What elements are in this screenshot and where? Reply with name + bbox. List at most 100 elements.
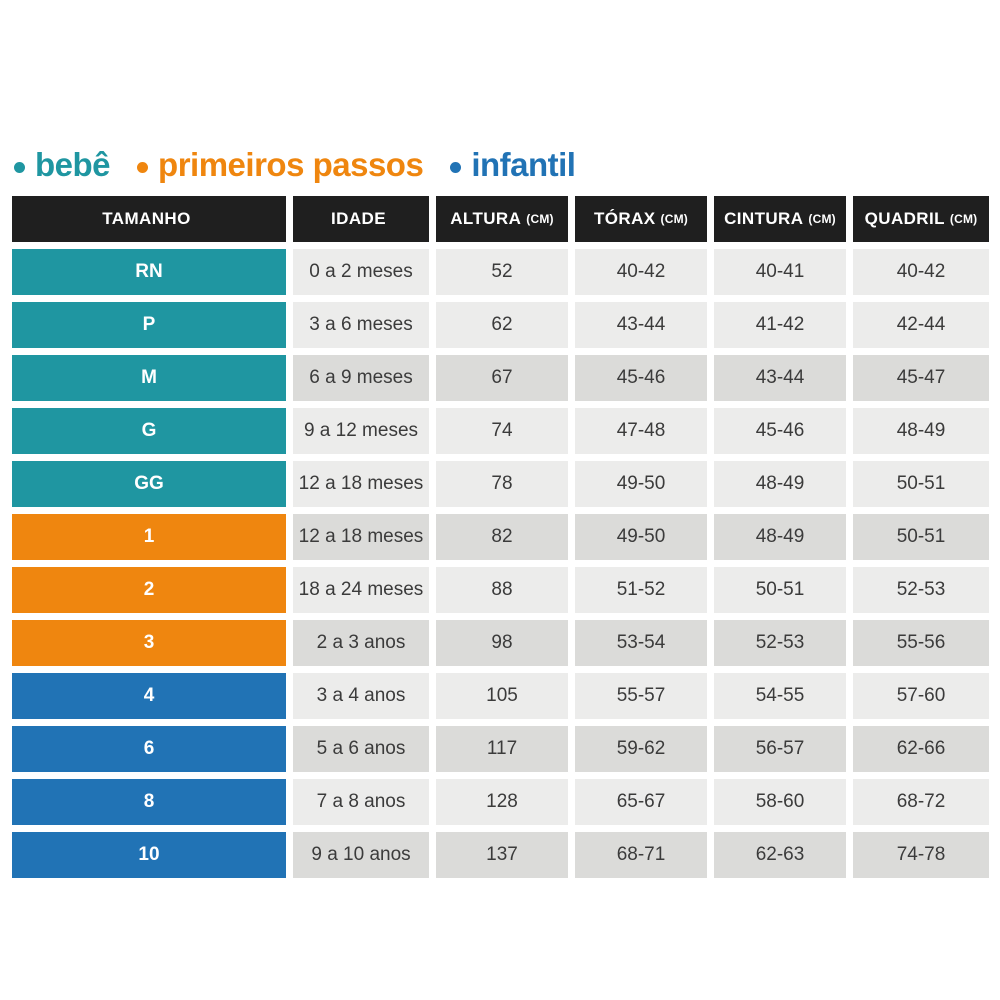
chest-cell: 59-62 [575, 726, 707, 772]
age-cell: 3 a 4 anos [293, 673, 429, 719]
height-cell: 82 [436, 514, 568, 560]
column-label: ALTURA [450, 209, 522, 228]
column-label: QUADRIL [864, 209, 945, 228]
size-cell: M [12, 355, 286, 401]
column-label: IDADE [331, 209, 386, 228]
size-cell: 4 [12, 673, 286, 719]
age-cell: 6 a 9 meses [293, 355, 429, 401]
column-header-torax: TÓRAX (CM) [575, 196, 707, 242]
column-unit: (CM) [660, 212, 688, 226]
column-label: CINTURA [724, 209, 804, 228]
size-cell: 2 [12, 567, 286, 613]
waist-cell: 56-57 [714, 726, 846, 772]
size-cell: P [12, 302, 286, 348]
height-cell: 98 [436, 620, 568, 666]
height-cell: 117 [436, 726, 568, 772]
hip-cell: 45-47 [853, 355, 989, 401]
bullet-dot-icon [450, 161, 462, 173]
waist-cell: 50-51 [714, 567, 846, 613]
size-cell: 1 [12, 514, 286, 560]
waist-cell: 54-55 [714, 673, 846, 719]
chest-cell: 55-57 [575, 673, 707, 719]
column-unit: (CM) [808, 212, 836, 226]
waist-cell: 41-42 [714, 302, 846, 348]
chest-cell: 53-54 [575, 620, 707, 666]
height-cell: 137 [436, 832, 568, 878]
column-header-altura: ALTURA (CM) [436, 196, 568, 242]
hip-cell: 50-51 [853, 514, 989, 560]
legend-item-infantil: infantil [450, 146, 576, 184]
hip-cell: 62-66 [853, 726, 989, 772]
legend-label: infantil [471, 146, 576, 183]
height-cell: 67 [436, 355, 568, 401]
column-header-cintura: CINTURA (CM) [714, 196, 846, 242]
chest-cell: 45-46 [575, 355, 707, 401]
age-cell: 9 a 10 anos [293, 832, 429, 878]
chest-cell: 47-48 [575, 408, 707, 454]
size-cell: 6 [12, 726, 286, 772]
waist-cell: 48-49 [714, 461, 846, 507]
height-cell: 78 [436, 461, 568, 507]
bullet-dot-icon [137, 161, 149, 173]
chest-cell: 68-71 [575, 832, 707, 878]
hip-cell: 68-72 [853, 779, 989, 825]
chest-cell: 40-42 [575, 249, 707, 295]
age-cell: 2 a 3 anos [293, 620, 429, 666]
legend-item-primeiros-passos: primeiros passos [137, 146, 424, 184]
legend-label: primeiros passos [158, 146, 424, 183]
hip-cell: 40-42 [853, 249, 989, 295]
hip-cell: 55-56 [853, 620, 989, 666]
bullet-dot-icon [14, 161, 25, 173]
size-cell: G [12, 408, 286, 454]
column-unit: (CM) [949, 212, 978, 226]
size-cell: 8 [12, 779, 286, 825]
waist-cell: 62-63 [714, 832, 846, 878]
age-cell: 3 a 6 meses [293, 302, 429, 348]
legend-label: bebê [35, 146, 111, 183]
age-cell: 5 a 6 anos [293, 726, 429, 772]
chest-cell: 65-67 [575, 779, 707, 825]
column-label: TÓRAX [594, 209, 656, 228]
age-cell: 12 a 18 meses [293, 461, 429, 507]
hip-cell: 74-78 [853, 832, 989, 878]
size-cell: 10 [12, 832, 286, 878]
column-header-tamanho: TAMANHO [12, 196, 286, 242]
hip-cell: 50-51 [853, 461, 989, 507]
waist-cell: 43-44 [714, 355, 846, 401]
chest-cell: 43-44 [575, 302, 707, 348]
chest-cell: 49-50 [575, 514, 707, 560]
age-cell: 18 a 24 meses [293, 567, 429, 613]
age-cell: 12 a 18 meses [293, 514, 429, 560]
waist-cell: 58-60 [714, 779, 846, 825]
waist-cell: 45-46 [714, 408, 846, 454]
height-cell: 62 [436, 302, 568, 348]
height-cell: 52 [436, 249, 568, 295]
size-cell: GG [12, 461, 286, 507]
age-cell: 7 a 8 anos [293, 779, 429, 825]
chest-cell: 51-52 [575, 567, 707, 613]
height-cell: 105 [436, 673, 568, 719]
column-unit: (CM) [526, 212, 554, 226]
waist-cell: 48-49 [714, 514, 846, 560]
waist-cell: 40-41 [714, 249, 846, 295]
legend-item-bebe: bebê [14, 146, 111, 184]
height-cell: 74 [436, 408, 568, 454]
column-header-quadril: QUADRIL (CM) [853, 196, 989, 242]
hip-cell: 57-60 [853, 673, 989, 719]
waist-cell: 52-53 [714, 620, 846, 666]
hip-cell: 48-49 [853, 408, 989, 454]
column-header-idade: IDADE [293, 196, 429, 242]
legend: bebê primeiros passos infantil [14, 146, 576, 184]
age-cell: 0 a 2 meses [293, 249, 429, 295]
age-cell: 9 a 12 meses [293, 408, 429, 454]
size-cell: 3 [12, 620, 286, 666]
size-table: TAMANHO IDADE ALTURA (CM) TÓRAX (CM) CIN… [12, 196, 989, 878]
column-label: TAMANHO [102, 209, 191, 228]
height-cell: 88 [436, 567, 568, 613]
chest-cell: 49-50 [575, 461, 707, 507]
hip-cell: 52-53 [853, 567, 989, 613]
height-cell: 128 [436, 779, 568, 825]
hip-cell: 42-44 [853, 302, 989, 348]
size-cell: RN [12, 249, 286, 295]
